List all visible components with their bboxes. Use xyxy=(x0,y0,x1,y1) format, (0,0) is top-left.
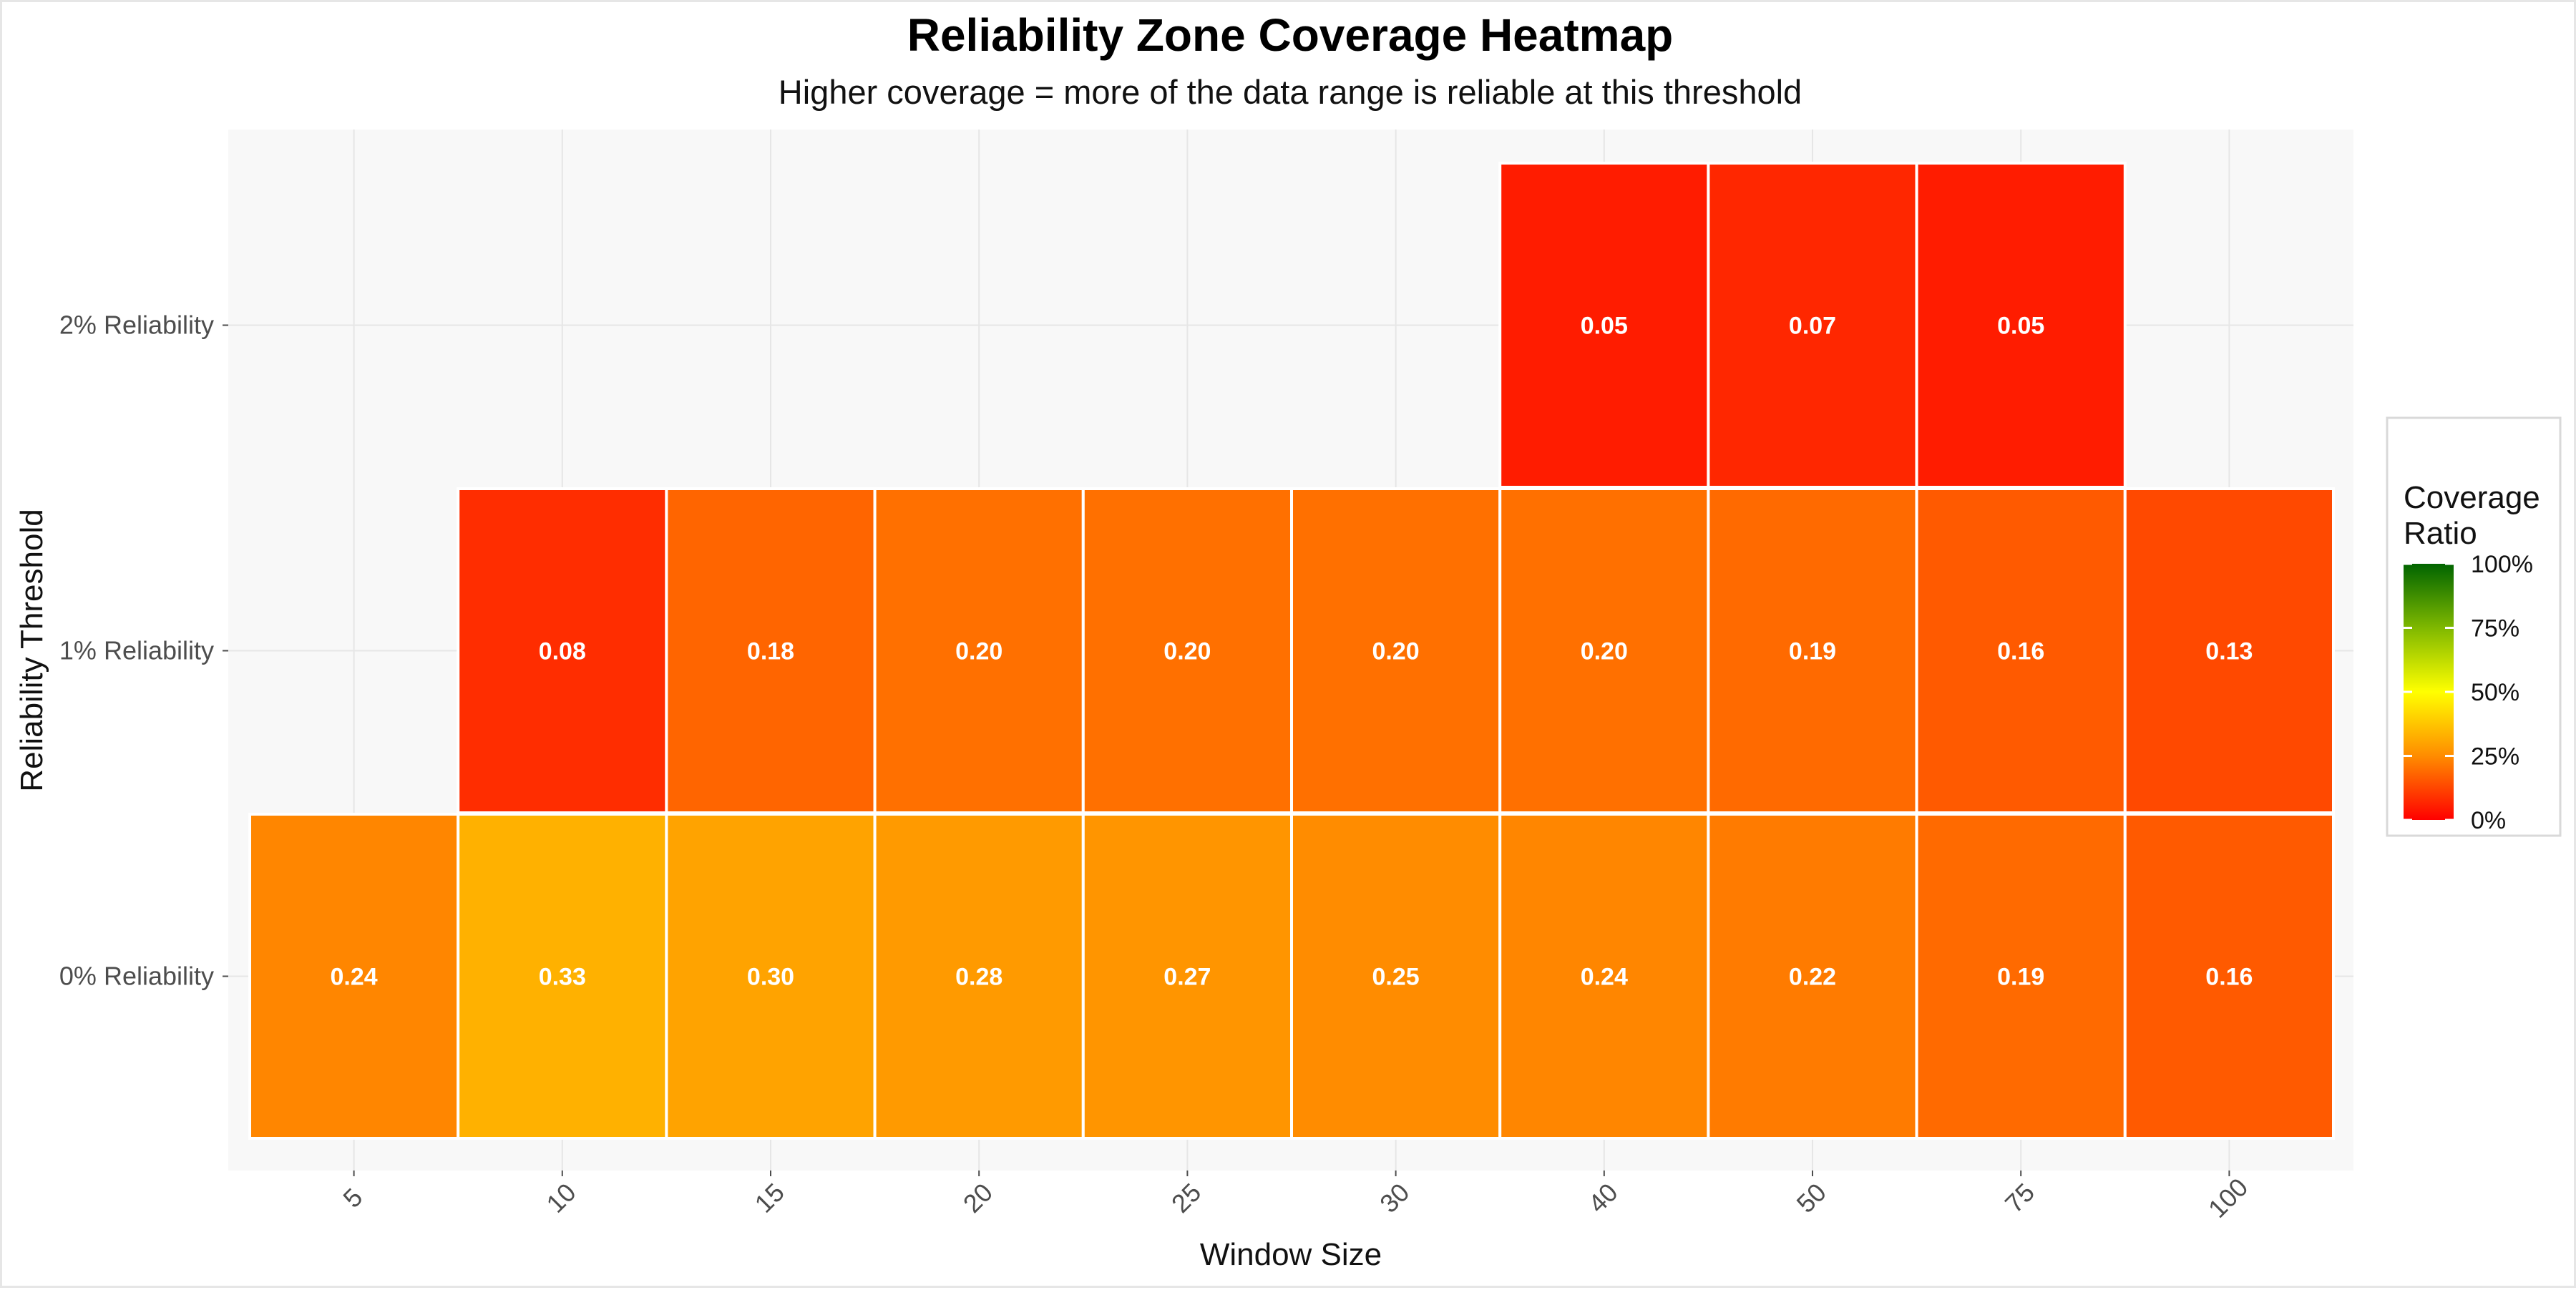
heatmap-cell xyxy=(873,487,1085,814)
heatmap-cell xyxy=(457,813,668,1140)
y-axis-ticks: 0% Reliability 1% Reliability 2% Reliabili… xyxy=(59,311,228,991)
cell-value-label: 0.05 xyxy=(1581,313,1628,340)
heatmap-cell xyxy=(873,813,1085,1140)
legend-tick-label: 0% xyxy=(2471,807,2506,834)
cell-value-label: 0.25 xyxy=(1372,964,1420,991)
legend-tick-label: 100% xyxy=(2471,551,2533,578)
chart-subtitle: Higher coverage = more of the data range… xyxy=(779,73,1802,111)
heatmap-cell xyxy=(1498,162,1710,489)
y-tick-label: 1% Reliability xyxy=(59,636,214,665)
heatmap-cell xyxy=(1498,487,1710,814)
cell-value-label: 0.33 xyxy=(539,964,586,991)
legend-title-line: Ratio xyxy=(2404,516,2477,551)
heatmap-cell xyxy=(1290,487,1502,814)
cell-value-label: 0.22 xyxy=(1789,964,1836,991)
heatmap-cell xyxy=(248,813,460,1140)
y-tick-label: 0% Reliability xyxy=(59,962,214,991)
cell-value-label: 0.19 xyxy=(1789,638,1836,665)
cell-value-label: 0.05 xyxy=(1997,313,2044,340)
x-tick-label: 15 xyxy=(749,1178,790,1218)
x-tick-label: 75 xyxy=(1999,1178,2040,1218)
x-axis-title: Window Size xyxy=(1200,1237,1382,1272)
cell-value-label: 0.20 xyxy=(1581,638,1628,665)
cell-value-label: 0.24 xyxy=(1581,964,1628,991)
heatmap-cell xyxy=(1915,162,2127,489)
x-tick-label: 100 xyxy=(2202,1172,2253,1223)
cell-value-label: 0.20 xyxy=(1372,638,1420,665)
legend-title-line: Coverage xyxy=(2404,480,2540,515)
heatmap-cell xyxy=(1707,487,1918,814)
x-tick-label: 25 xyxy=(1166,1178,1206,1218)
x-tick-label: 10 xyxy=(540,1178,581,1218)
legend-tick-label: 25% xyxy=(2471,743,2519,771)
cell-value-label: 0.24 xyxy=(331,964,378,991)
legend-title: Coverage Ratio xyxy=(2404,480,2540,551)
x-tick-label: 40 xyxy=(1582,1178,1623,1218)
cell-value-label: 0.20 xyxy=(955,638,1002,665)
heatmap-cell xyxy=(665,487,877,814)
heatmap-cell xyxy=(2123,487,2336,814)
cell-value-label: 0.08 xyxy=(539,638,586,665)
heatmap-cell xyxy=(1081,487,1294,814)
legend-ticks: 0% 25% 50% 75% 100% xyxy=(2404,551,2533,834)
cell-value-label: 0.13 xyxy=(2205,638,2253,665)
heatmap-cell xyxy=(1915,813,2127,1140)
heatmap-cell xyxy=(457,487,668,814)
cell-value-label: 0.27 xyxy=(1163,964,1211,991)
cell-value-label: 0.18 xyxy=(747,638,794,665)
heatmap-cell xyxy=(2123,813,2336,1140)
cell-value-label: 0.30 xyxy=(747,964,794,991)
x-axis-ticks: 5 10 15 20 25 30 40 50 75 100 xyxy=(337,1171,2253,1223)
heatmap-cell xyxy=(1498,813,1710,1140)
x-tick-label: 20 xyxy=(957,1178,998,1218)
heatmap-cell xyxy=(1915,487,2127,814)
x-tick-label: 50 xyxy=(1791,1178,1832,1218)
heatmap-cell xyxy=(1707,162,1918,489)
cell-value-label: 0.16 xyxy=(2205,964,2253,991)
x-tick-label: 30 xyxy=(1374,1178,1415,1218)
legend-tick-label: 75% xyxy=(2471,615,2519,642)
heatmap-cell xyxy=(665,813,877,1140)
y-tick-label: 2% Reliability xyxy=(59,311,214,340)
y-axis-title: Reliability Threshold xyxy=(14,509,49,791)
cell-value-label: 0.19 xyxy=(1997,964,2044,991)
cell-value-label: 0.20 xyxy=(1163,638,1211,665)
x-tick-label: 5 xyxy=(337,1183,368,1213)
legend-tick-label: 50% xyxy=(2471,679,2519,706)
cell-value-label: 0.28 xyxy=(955,964,1002,991)
heatmap-cell xyxy=(1081,813,1294,1140)
cell-value-label: 0.07 xyxy=(1789,313,1836,340)
color-legend: Coverage Ratio 0% 25% 50% 75% 100% xyxy=(2386,416,2562,837)
chart-title: Reliability Zone Coverage Heatmap xyxy=(907,9,1674,61)
cell-value-label: 0.16 xyxy=(1997,638,2044,665)
heatmap-cells: 0.24 0.33 0.30 0.28 0.27 0.25 0.24 0.22 0.19 0.16… xyxy=(248,162,2336,1140)
